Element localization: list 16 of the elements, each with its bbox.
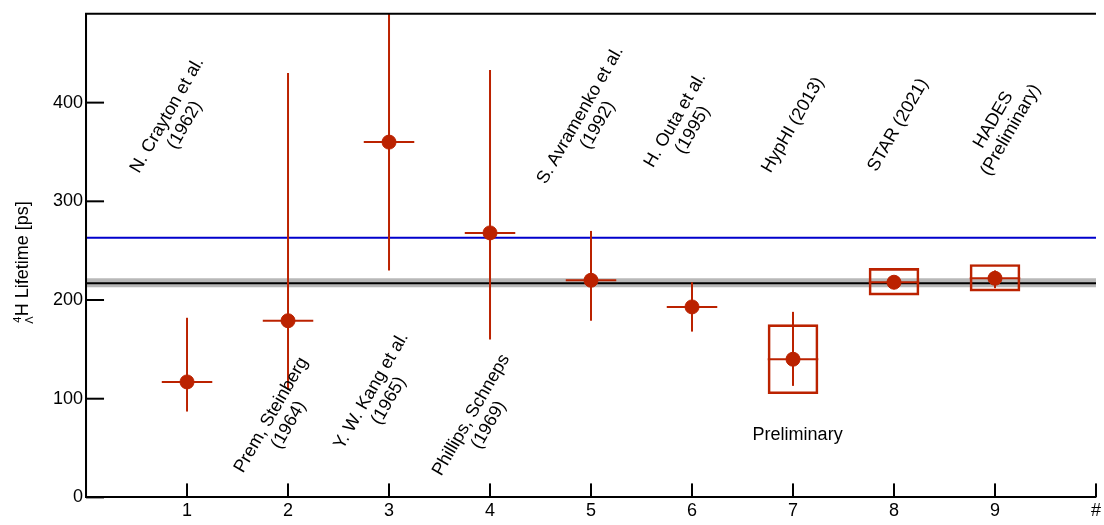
y-tick-label: 0 (73, 486, 84, 507)
y-tick-label: 400 (52, 91, 84, 112)
x-tick-label: 6 (687, 500, 698, 521)
y-tick-label: 200 (52, 288, 84, 309)
x-tick-label: 3 (384, 500, 395, 521)
x-tick-label: # (1090, 500, 1101, 521)
x-tick-label: 4 (485, 500, 496, 521)
x-tick-label: 2 (283, 500, 294, 521)
x-tick-label: 9 (989, 500, 1001, 521)
x-tick-label: 1 (182, 500, 193, 521)
y-tick-label: 100 (52, 387, 84, 408)
x-tick-label: 8 (888, 500, 900, 521)
x-tick-label: 7 (788, 500, 799, 521)
annotation: Preliminary (752, 423, 843, 444)
x-tick-label: 5 (586, 500, 597, 521)
y-tick-label: 300 (52, 190, 84, 211)
